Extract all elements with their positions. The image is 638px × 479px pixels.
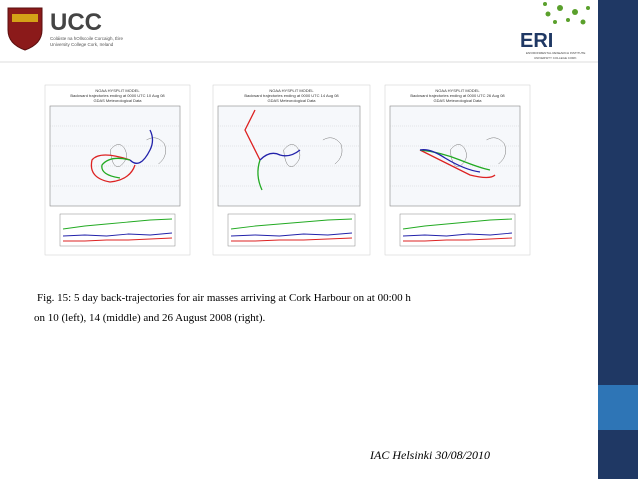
height-line <box>230 218 353 230</box>
eri-logo: ERI ENVIRONMENTAL RESEARCH INSTITUTE UNI… <box>520 2 590 60</box>
trajectory <box>90 154 136 183</box>
height-line <box>403 237 513 242</box>
coastline <box>283 137 343 167</box>
figure-title: Backward trajectories ending at 0000 UTC… <box>410 93 505 98</box>
height-line <box>62 232 173 237</box>
trajectory <box>259 149 301 161</box>
height-line <box>63 237 173 242</box>
height-line <box>402 232 513 237</box>
figure-title: NOAA HYSPLIT MODEL <box>95 88 140 93</box>
logo-name: UCC <box>50 9 102 36</box>
trajectory <box>244 109 261 161</box>
caption-line: on 10 (left), 14 (middle) and 26 August … <box>34 312 266 324</box>
footer: IAC Helsinki 30/08/2010 <box>369 448 490 462</box>
logo-dots <box>543 2 590 25</box>
logo-line: UNIVERSITY COLLEGE CORK <box>534 56 576 60</box>
height-line <box>231 237 353 242</box>
trajectory <box>419 149 496 179</box>
figure-title: GDAS Meteorological Data <box>267 98 316 103</box>
logo-line: University College Cork, Ireland <box>50 42 114 47</box>
trajectory <box>419 149 481 173</box>
logo-line: ENVIRONMENTAL RESEARCH INSTITUTE <box>526 51 585 55</box>
figure-title: NOAA HYSPLIT MODEL <box>269 88 314 93</box>
figure-title: Backward trajectories ending at 0000 UTC… <box>70 93 165 98</box>
figure-title: GDAS Meteorological Data <box>433 98 482 103</box>
side-bar-accent <box>598 385 638 430</box>
figure-title: NOAA HYSPLIT MODEL <box>435 88 480 93</box>
trajectory <box>101 157 131 179</box>
figure-title: Backward trajectories ending at 0000 UTC… <box>244 93 339 98</box>
height-line <box>230 232 353 237</box>
height-line <box>62 218 173 230</box>
caption-line: Fig. 15: 5 day back-trajectories for air… <box>37 292 411 304</box>
trajectory <box>257 159 263 191</box>
ucc-logo: UCC Coláiste na hOllscoile Corcaigh, Éir… <box>7 7 124 51</box>
height-line <box>402 218 513 230</box>
logo-name: ERI <box>520 30 553 52</box>
trajectory <box>129 129 154 164</box>
figure-title: GDAS Meteorological Data <box>93 98 142 103</box>
coastline <box>450 137 506 167</box>
logo-line: Coláiste na hOllscoile Corcaigh, Éire <box>50 35 124 41</box>
map <box>389 105 521 207</box>
shield-band <box>12 14 38 22</box>
